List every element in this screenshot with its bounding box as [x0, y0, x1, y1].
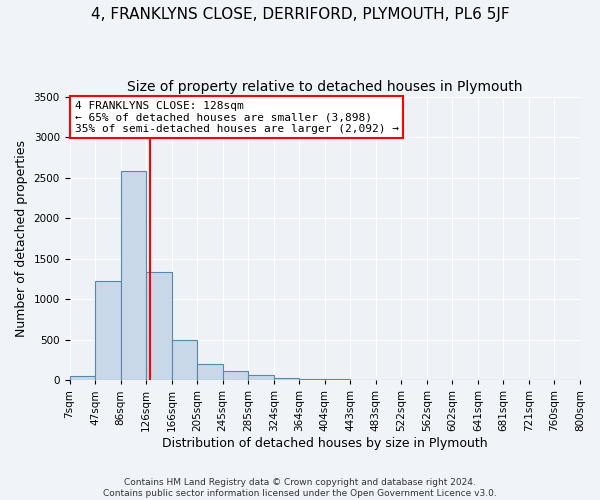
Y-axis label: Number of detached properties: Number of detached properties	[15, 140, 28, 337]
Bar	[121, 171, 146, 380]
Bar	[299, 379, 325, 380]
Bar	[95, 282, 121, 380]
Bar	[248, 374, 274, 380]
Bar	[146, 272, 172, 380]
Text: 4, FRANKLYNS CLOSE, DERRIFORD, PLYMOUTH, PL6 5JF: 4, FRANKLYNS CLOSE, DERRIFORD, PLYMOUTH,…	[91, 8, 509, 22]
Bar	[223, 370, 248, 380]
X-axis label: Distribution of detached houses by size in Plymouth: Distribution of detached houses by size …	[162, 437, 488, 450]
Text: Contains HM Land Registry data © Crown copyright and database right 2024.
Contai: Contains HM Land Registry data © Crown c…	[103, 478, 497, 498]
Title: Size of property relative to detached houses in Plymouth: Size of property relative to detached ho…	[127, 80, 523, 94]
Bar	[197, 364, 223, 380]
Bar	[172, 340, 197, 380]
Text: 4 FRANKLYNS CLOSE: 128sqm
← 65% of detached houses are smaller (3,898)
35% of se: 4 FRANKLYNS CLOSE: 128sqm ← 65% of detac…	[74, 101, 398, 134]
Bar	[274, 378, 299, 380]
Bar	[70, 376, 95, 380]
